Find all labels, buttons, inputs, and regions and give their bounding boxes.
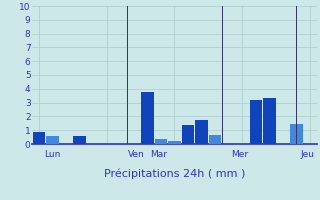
Bar — [250, 100, 262, 144]
Bar — [209, 135, 221, 144]
Bar — [73, 136, 86, 144]
Text: Ven: Ven — [128, 150, 145, 159]
Text: Jeu: Jeu — [300, 150, 314, 159]
Text: Mer: Mer — [231, 150, 248, 159]
Bar — [195, 120, 208, 144]
Bar — [46, 136, 59, 144]
Text: Lun: Lun — [44, 150, 60, 159]
Bar — [155, 139, 167, 144]
Text: Précipitations 24h ( mm ): Précipitations 24h ( mm ) — [104, 169, 245, 179]
Bar — [33, 132, 45, 144]
Bar — [168, 141, 180, 144]
Bar — [263, 98, 276, 144]
Bar — [182, 125, 194, 144]
Bar — [141, 92, 154, 144]
Text: Mar: Mar — [150, 150, 167, 159]
Bar — [290, 124, 303, 144]
